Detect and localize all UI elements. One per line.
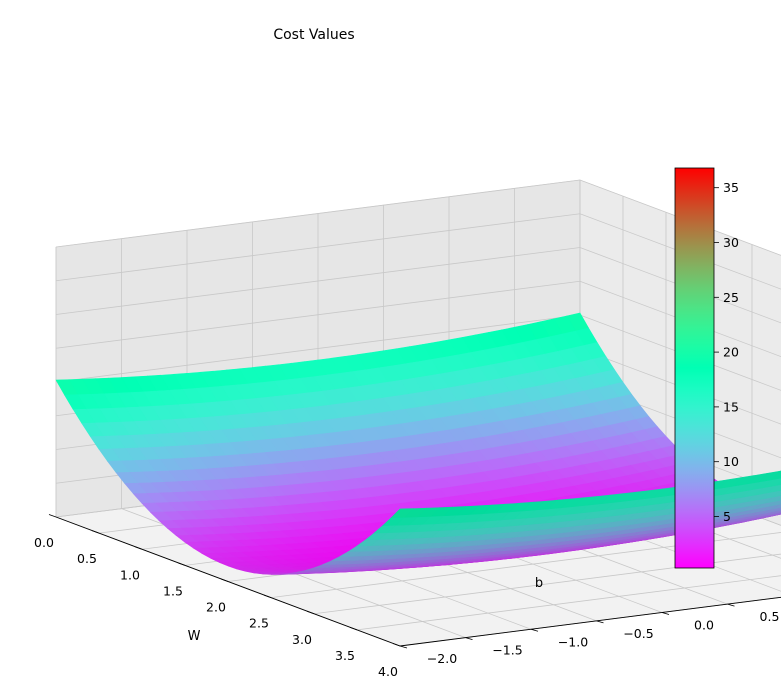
y-tick-label: −1.5 [492, 643, 522, 658]
tick-labels: 0.0 0.5 1.0 1.5 2.0 2.5 3.0 3.5 4.0 −2.0 −1.5 −1.0 −… [34, 535, 780, 679]
x-tick-label: 2.5 [249, 616, 269, 631]
y-tick [399, 645, 408, 649]
gridline-x [313, 553, 781, 615]
y-tick-label: −2.0 [427, 651, 457, 666]
y-tick-label: 0.0 [694, 618, 714, 633]
surface-patch [390, 508, 414, 518]
x-tick [306, 610, 315, 615]
x-axis-label: W [188, 629, 201, 644]
y-tick [465, 637, 473, 641]
x-tick-label: 3.0 [292, 632, 312, 647]
gridline-z [55, 213, 781, 290]
colorbar-tick-label: 25 [723, 290, 739, 305]
colorbar-tick-label: 20 [723, 345, 739, 360]
y-tick-label: 0.5 [760, 609, 780, 624]
y-tick [727, 603, 735, 607]
gridline-z [55, 280, 781, 358]
x-tick-label: 1.0 [120, 567, 140, 582]
colorbar-tick-label: 5 [723, 509, 731, 524]
x-tick [134, 546, 143, 550]
colorbar-ticks: 5 10 15 20 25 30 35 [714, 180, 739, 524]
gridline-z [55, 179, 781, 256]
y-tick [661, 612, 670, 615]
gridline-x [270, 532, 781, 599]
x-tick-label: 4.0 [378, 664, 398, 679]
x-tick-label: 2.0 [206, 600, 226, 615]
y-tick-label: −0.5 [623, 626, 653, 641]
colorbar-tick-label: 15 [723, 399, 739, 414]
y-tick-label: −1.0 [558, 634, 588, 649]
axes-3d: 0.0 0.5 1.0 1.5 2.0 2.5 3.0 3.5 4.0 −2.0 −1.5 −1.0 −… [34, 179, 781, 679]
y-tick [530, 628, 539, 632]
chart-title: Cost Values [273, 27, 354, 43]
colorbar-gradient [674, 167, 715, 569]
x-tick [263, 594, 272, 599]
axis-lines [48, 514, 781, 649]
x-tick [392, 643, 401, 647]
x-tick-label: 0.0 [34, 535, 54, 550]
x-tick [48, 514, 57, 518]
x-tick [91, 530, 100, 534]
y-tick [596, 620, 604, 624]
gridline-z [55, 247, 781, 324]
colorbar-tick-label: 35 [723, 180, 739, 195]
x-tick-label: 0.5 [77, 551, 97, 566]
x-tick [177, 562, 186, 566]
x-tick [349, 626, 358, 631]
colorbar-tick-label: 30 [723, 235, 739, 250]
gridline-x [356, 575, 781, 631]
x-tick-label: 1.5 [163, 583, 183, 598]
colorbar-tick-label: 10 [723, 454, 739, 469]
colorbar: 5 10 15 20 25 30 35 [674, 167, 739, 569]
x-tick [220, 578, 229, 582]
x-tick-label: 3.5 [335, 648, 355, 663]
y-axis-label: b [535, 576, 543, 591]
